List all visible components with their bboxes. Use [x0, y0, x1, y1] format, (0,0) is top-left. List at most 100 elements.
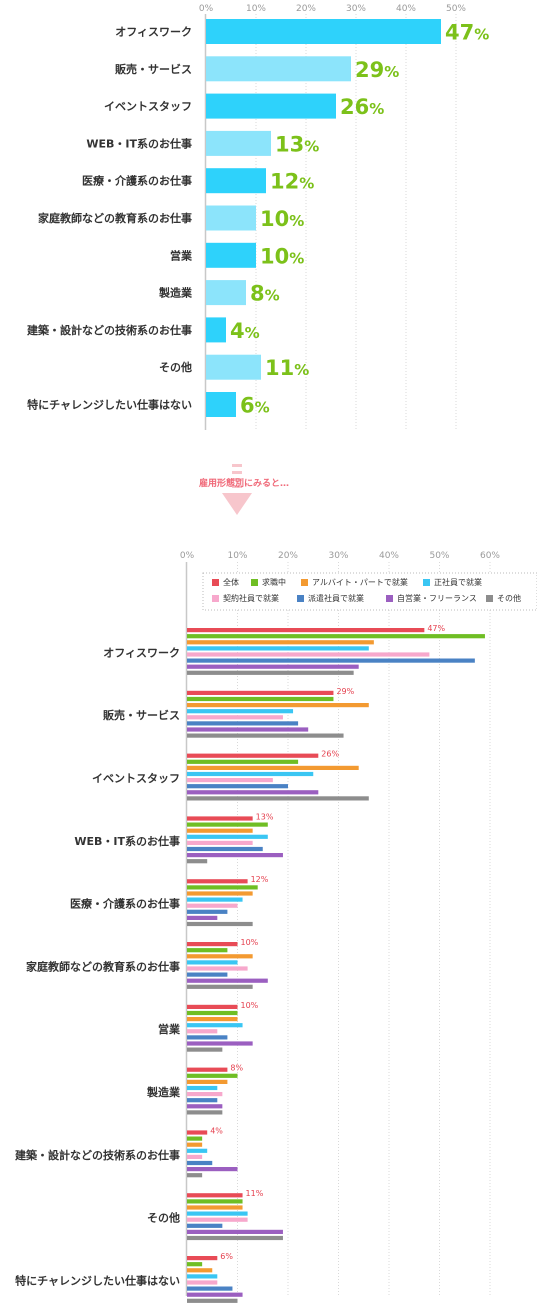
bar — [187, 1079, 228, 1084]
bar — [187, 954, 253, 959]
bar — [187, 1223, 223, 1228]
legend-label: 正社員で就業 — [434, 577, 482, 587]
bar — [206, 280, 246, 306]
bar — [187, 1160, 213, 1166]
bar — [187, 759, 299, 764]
bar — [187, 816, 253, 821]
bar — [187, 1029, 218, 1034]
legend-swatch — [251, 579, 258, 586]
legend-swatch — [212, 579, 219, 586]
bar — [187, 1274, 218, 1279]
bar — [187, 1085, 218, 1091]
data-label: 6% — [240, 394, 270, 418]
bar — [187, 1298, 238, 1303]
data-label: 11% — [265, 356, 309, 380]
category-label: 医療・介護系のお仕事 — [82, 174, 192, 188]
legend-swatch — [297, 595, 304, 602]
legend-swatch — [301, 579, 308, 586]
data-label: 10% — [260, 207, 304, 231]
bar — [187, 822, 268, 827]
x-tick-label: 10% — [246, 4, 266, 14]
data-label: 47% — [427, 624, 445, 633]
bar — [187, 784, 288, 789]
down-arrow-icon — [222, 464, 252, 515]
bar — [187, 696, 334, 702]
bar — [187, 1067, 228, 1072]
x-tick-label: 0% — [199, 4, 214, 14]
category-label: オフィスワーク — [115, 26, 192, 39]
data-label: 11% — [246, 1189, 264, 1198]
legend-swatch — [386, 595, 393, 602]
bar — [187, 664, 359, 669]
bar — [187, 1199, 243, 1204]
bar — [187, 960, 238, 965]
bar — [187, 1130, 208, 1135]
bar — [187, 903, 238, 908]
legend-label: その他 — [497, 593, 521, 603]
bar — [187, 652, 430, 657]
bar — [187, 846, 263, 852]
bar — [187, 966, 248, 971]
bar — [187, 972, 228, 977]
bar — [187, 1136, 203, 1141]
bar — [187, 1262, 203, 1267]
bar — [187, 640, 374, 645]
bar — [187, 1110, 223, 1115]
legend-label: 契約社員で就業 — [223, 593, 279, 603]
legend-swatch — [423, 579, 430, 586]
bar — [187, 1256, 218, 1261]
bar — [187, 1010, 238, 1016]
bar — [187, 1292, 243, 1297]
bar — [187, 1211, 248, 1216]
bar — [187, 1104, 223, 1109]
category-label: その他 — [159, 360, 192, 374]
data-label: 47% — [445, 21, 489, 45]
x-tick-label: 30% — [346, 4, 366, 14]
category-label: 特にチャレンジしたい仕事はない — [27, 398, 192, 412]
bar — [187, 1098, 218, 1103]
bar — [187, 715, 283, 720]
bar — [187, 690, 334, 695]
legend-label: 求職中 — [262, 577, 286, 587]
bar — [187, 1023, 243, 1028]
bar — [187, 778, 273, 783]
bar — [187, 984, 253, 989]
bar — [187, 1017, 238, 1022]
data-label: 13% — [256, 812, 274, 821]
bar — [206, 392, 236, 417]
bar — [187, 753, 319, 758]
bar — [187, 915, 218, 920]
legend-label: 派遣社員で就業 — [308, 593, 364, 603]
bar — [187, 834, 268, 839]
legend-swatch — [212, 595, 219, 602]
data-label: 10% — [241, 938, 259, 947]
bar — [187, 634, 485, 639]
bar — [206, 130, 271, 156]
x-tick-label: 20% — [278, 551, 298, 561]
legend-swatch — [486, 595, 493, 602]
category-label: 建築・設計などの技術系のお仕事 — [27, 323, 192, 337]
bar — [187, 1167, 238, 1172]
category-label: 建築・設計などの技術系のお仕事 — [15, 1148, 180, 1162]
category-label: 医療・介護系のお仕事 — [70, 897, 180, 911]
bar — [206, 56, 351, 82]
overall-chart: 0% 10% 20% 30% 40% 50% オフィスワーク 47% 販売・サービス 29% イベン… — [27, 4, 489, 430]
x-tick-label: 10% — [227, 551, 247, 561]
bar — [206, 354, 261, 380]
data-label: 10% — [260, 244, 304, 268]
bar — [187, 1092, 223, 1097]
bar — [187, 1193, 243, 1198]
category-label: WEB・IT系のお仕事 — [86, 136, 192, 150]
category-label: WEB・IT系のお仕事 — [74, 834, 180, 848]
category-label: 販売・サービス — [103, 708, 180, 722]
data-label: 4% — [210, 1126, 223, 1135]
legend-box — [202, 572, 537, 611]
bar — [187, 948, 228, 953]
data-label: 13% — [275, 132, 319, 156]
bar — [187, 796, 369, 801]
category-label: 営業 — [158, 1022, 181, 1036]
category-label: 特にチャレンジしたい仕事はない — [15, 1273, 180, 1287]
data-label: 12% — [251, 875, 269, 884]
bar — [206, 242, 256, 268]
bar — [187, 1004, 238, 1009]
